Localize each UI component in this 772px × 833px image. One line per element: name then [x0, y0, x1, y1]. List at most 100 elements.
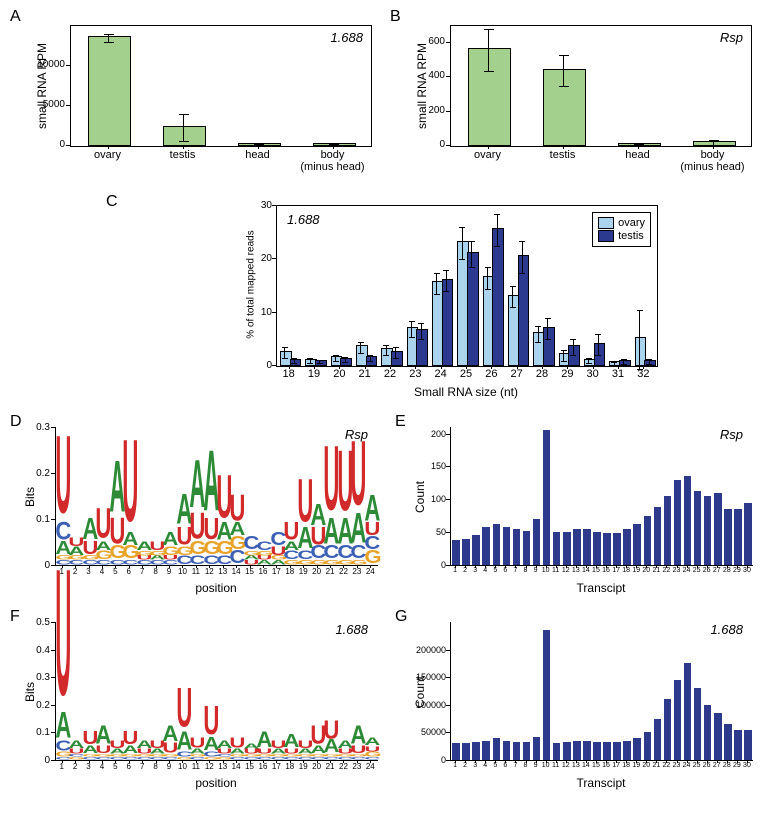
bar	[724, 509, 732, 565]
panel-a: A 1.688small RNA RPM0500010000ovarytesti…	[10, 10, 380, 185]
bar	[462, 743, 470, 760]
logo-letter: C	[283, 757, 298, 760]
bar	[724, 724, 732, 760]
bar	[623, 741, 631, 760]
bar	[533, 519, 541, 565]
bar	[633, 524, 641, 565]
bar	[468, 48, 511, 146]
legend: ovarytestis	[592, 212, 651, 247]
bar	[644, 516, 652, 565]
panel-letter-b: B	[390, 8, 401, 26]
bar	[462, 539, 470, 565]
logo-box: RspCGACUCGAUCGUACGAUCGUACGAUCUGACAGUCUGA…	[55, 427, 378, 566]
bar	[583, 529, 591, 565]
chart-box: Rsp	[450, 25, 752, 147]
bar	[674, 480, 682, 565]
panel-b: B Rspsmall RNA RPM0200400600ovarytestish…	[390, 10, 760, 185]
bar	[613, 742, 621, 760]
bar	[684, 663, 692, 760]
bar	[493, 524, 501, 565]
logo-letter: U	[189, 738, 204, 749]
logo-letter: A	[283, 735, 298, 749]
bar	[482, 527, 490, 565]
panel-title: 1.688	[330, 30, 363, 45]
bar	[654, 719, 662, 760]
logo-letter: U	[96, 510, 111, 542]
bar	[472, 742, 480, 760]
bar	[543, 327, 555, 366]
panel-c: C 1.688ovarytestis% of total mapped read…	[226, 195, 666, 405]
bar	[563, 532, 571, 565]
bar	[603, 742, 611, 760]
bar	[472, 535, 480, 565]
row-c: C 1.688ovarytestis% of total mapped read…	[10, 195, 762, 405]
logo-letter: U	[203, 708, 218, 738]
bar	[704, 705, 712, 760]
panel-title: 1.688	[335, 622, 368, 637]
panel-title: Rsp	[720, 30, 743, 45]
bar	[603, 533, 611, 565]
bar	[493, 738, 501, 760]
logo-letter: U	[55, 441, 70, 524]
bar	[704, 496, 712, 565]
bar	[482, 741, 490, 760]
logo-letter: U	[55, 578, 70, 713]
bar	[674, 680, 682, 760]
panel-letter-g: G	[395, 608, 407, 626]
bar	[543, 69, 586, 146]
bar	[163, 126, 206, 146]
bar	[734, 509, 742, 565]
panel-e: E RspCount050100150200Transcipt123456789…	[395, 415, 760, 600]
logo-letter: A	[163, 533, 178, 547]
bar	[573, 529, 581, 565]
logo-letter: A	[189, 464, 204, 515]
panel-letter-c: C	[106, 193, 118, 211]
logo-letter: U	[122, 445, 137, 532]
bar	[452, 540, 460, 565]
panel-letter-a: A	[10, 8, 21, 26]
bar	[684, 476, 692, 565]
bar	[513, 742, 521, 760]
bar	[563, 742, 571, 760]
bar	[654, 507, 662, 565]
bar	[523, 742, 531, 760]
bar	[553, 532, 561, 565]
logo-letter: C	[257, 757, 272, 760]
logo-letter: U	[350, 445, 365, 514]
bar	[593, 532, 601, 565]
hist-box: Rsp	[450, 427, 753, 566]
logo-letter: U	[176, 691, 191, 732]
bar	[744, 503, 752, 565]
bar	[88, 36, 131, 146]
bar	[714, 713, 722, 760]
bar	[492, 228, 504, 366]
logo-letter: U	[230, 496, 245, 524]
bar	[623, 529, 631, 565]
logo-letter: C	[324, 757, 339, 760]
row-fg: F 1.688CGCAUGCUACGAUCGUACGAUCGAUCGUACGAU…	[10, 610, 762, 795]
bar	[290, 359, 302, 366]
bar	[694, 688, 702, 760]
bar	[452, 743, 460, 760]
chart-box: 1.688	[70, 25, 372, 147]
logo-letter: U	[122, 732, 137, 746]
bar	[543, 630, 551, 760]
logo-letter: U	[324, 450, 339, 519]
logo-letter: A	[257, 560, 272, 565]
logo-letter: U	[230, 738, 245, 749]
bar	[594, 343, 606, 366]
bar	[644, 732, 652, 760]
panel-f: F 1.688CGCAUGCUACGAUCGUACGAUCGAUCGUACGAU…	[10, 610, 385, 795]
bar	[714, 493, 722, 565]
bar	[513, 529, 521, 565]
panel-title: 1.688	[710, 622, 743, 637]
row-de: D RspCGACUCGAUCGUACGAUCGUACGAUCUGACAGUCU…	[10, 415, 762, 600]
bar	[664, 496, 672, 565]
bar	[734, 730, 742, 760]
logo-letter: U	[283, 524, 298, 542]
logo-letter: A	[96, 727, 111, 746]
logo-letter: A	[257, 732, 272, 749]
bar	[613, 533, 621, 565]
logo-letter: A	[69, 741, 84, 749]
logo-letter: C	[96, 757, 111, 760]
